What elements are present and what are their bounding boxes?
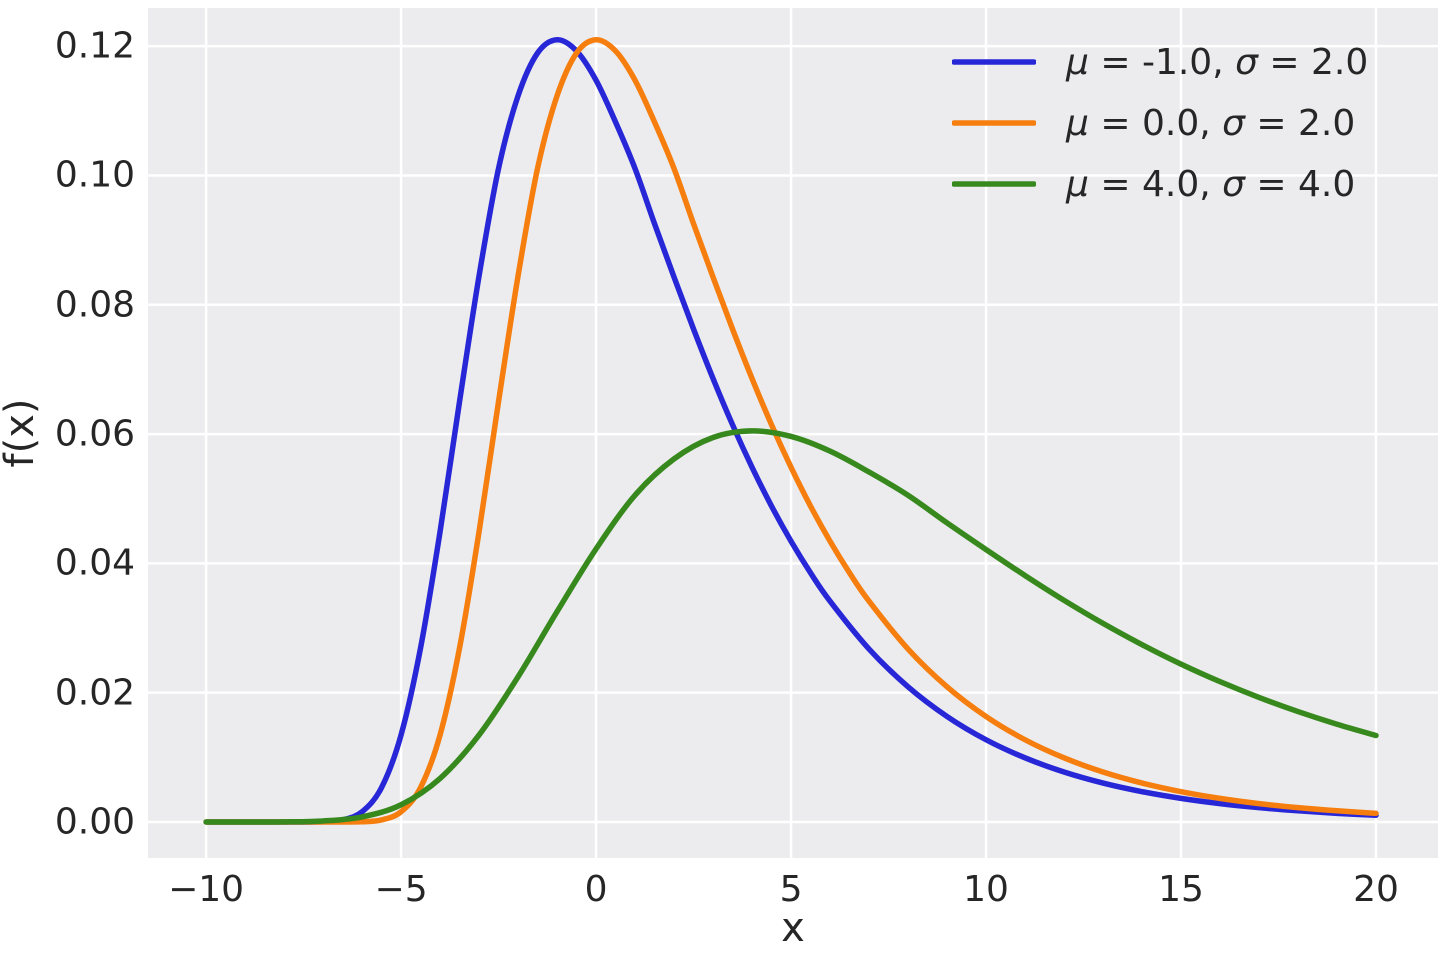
legend-text: = [1257,41,1311,83]
legend-text: , [1212,41,1236,83]
legend-text: = [1088,163,1142,205]
legend-item-2: μ = 4.0, σ = 4.0 [952,160,1368,208]
y-axis-label: f(x) [0,398,43,468]
greek-symbol: σ [1222,163,1245,205]
x-tick-label: −5 [374,869,428,910]
legend-text: , [1199,163,1223,205]
legend: μ = -1.0, σ = 2.0 μ = 0.0, σ = 2.0 μ = 4.0… [952,38,1368,208]
y-tick-label: 0.12 [54,25,135,67]
x-tick-label: 20 [1353,869,1399,910]
y-tick-label: 0.04 [54,542,135,584]
series-line-1 [203,36,1379,825]
greek-symbol: σ [1222,102,1245,144]
legend-item-1: μ = 0.0, σ = 2.0 [952,99,1368,147]
legend-text: 4.0 [1298,163,1356,205]
legend-text: 4.0 [1141,163,1200,205]
legend-text: 0.0 [1141,102,1200,144]
plot-canvas [148,8,1438,858]
legend-text: = [1244,163,1299,205]
greek-symbol: μ [1066,41,1089,83]
legend-text: 2.0 [1298,102,1356,144]
x-tick-label: 0 [584,869,608,910]
legend-text: 2.0 [1311,41,1369,83]
legend-text: = [1088,102,1142,144]
y-tick-label: 0.02 [54,672,135,714]
plot-area [148,8,1438,858]
legend-item-0: μ = -1.0, σ = 2.0 [952,38,1368,86]
series-line-2 [203,428,1379,825]
y-tick-label: 0.00 [54,801,135,843]
legend-text: = [1088,41,1142,83]
x-tick-label: 5 [779,869,803,910]
x-tick-label: −10 [168,869,245,910]
legend-text: , [1199,102,1223,144]
legend-label-1: μ = 0.0, σ = 2.0 [1066,103,1355,144]
legend-text: = [1244,102,1299,144]
legend-line-sample [952,120,1036,126]
legend-label-0: μ = -1.0, σ = 2.0 [1066,42,1368,83]
y-tick-label: 0.08 [54,284,135,326]
legend-line-sample [952,59,1036,65]
greek-symbol: σ [1235,41,1258,83]
legend-label-2: μ = 4.0, σ = 4.0 [1066,164,1355,205]
series-line-0 [203,36,1379,825]
y-tick-label: 0.10 [54,154,135,196]
x-tick-label: 15 [1158,869,1204,910]
y-tick-label: 0.06 [54,413,135,455]
x-axis-label: x [781,905,805,951]
x-tick-label: 10 [963,869,1009,910]
legend-text: -1.0 [1141,41,1213,83]
legend-line-sample [952,181,1036,187]
greek-symbol: μ [1066,163,1089,205]
greek-symbol: μ [1066,102,1089,144]
